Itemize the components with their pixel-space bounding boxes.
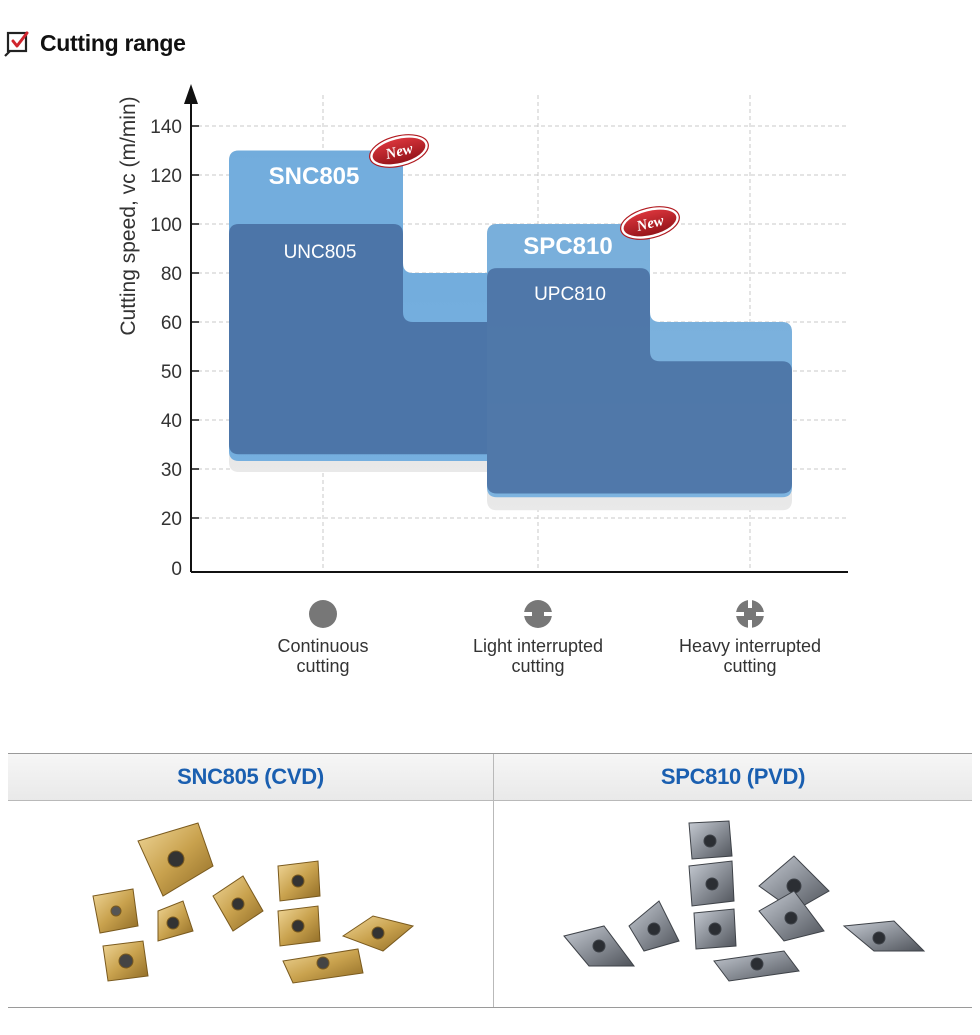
page-title: Cutting range [40,29,186,56]
y-tick-label: 30 [161,460,182,481]
light-interrupted-notch-right [544,612,553,616]
section-header: Cutting range [4,26,186,60]
gray-pvd-inserts-image [494,801,972,1006]
y-tick-label: 40 [161,411,182,432]
heavy-interrupted-notch [748,620,752,629]
gold-cvd-inserts-image [8,801,493,1006]
category-label: cutting [296,656,349,676]
new-badge-spc810: New [620,206,680,240]
y-axis-title: Cutting speed, vc (m/min) [117,96,140,335]
category-label: cutting [511,656,564,676]
unc805-range-block [229,224,540,455]
y-tick-label: 100 [150,215,182,236]
column-header-spc810: SPC810 (PVD) [660,764,806,789]
category-label: Continuous [277,636,368,656]
y-tick-label: 140 [150,117,182,138]
series-label-upc810: UPC810 [534,284,606,305]
y-tick-label: 80 [161,264,182,285]
new-badge-text: New [383,141,415,164]
heavy-interrupted-notch [756,612,765,616]
series-label-spc810: SPC810 [523,233,612,260]
series-label-snc805: SNC805 [269,163,360,190]
series-label-unc805: UNC805 [284,242,357,263]
new-badge-fill [372,137,426,165]
heavy-interrupted-icon [736,600,764,628]
y-tick-label: 120 [150,166,182,187]
new-badge-text: New [634,213,666,236]
table-header [8,754,972,801]
checkbox-edit-icon [4,31,29,57]
y-tick-label: 0 [171,559,182,580]
y-tick-label: 20 [161,509,182,530]
category-label: cutting [723,656,776,676]
light-interrupted-notch-left [523,612,532,616]
grade-table: SNC805 (CVD) SPC810 (PVD) [8,753,972,1008]
heavy-interrupted-notch [735,612,744,616]
column-divider [493,754,494,1007]
category-label: Heavy interrupted [679,636,821,656]
column-header-snc805: SNC805 (CVD) [177,764,324,789]
upc810-range-block [487,268,792,494]
solid-circle-icon [309,600,337,628]
heavy-interrupted-notch [748,599,752,608]
y-axis-arrow [184,84,198,104]
cutting-range-chart: 0 20 30 40 50 60 80 100 120 140 Cutting speed, vc … [117,84,848,676]
y-tick-label: 50 [161,362,182,383]
y-tick-label: 60 [161,313,182,334]
new-badge-snc805: New [369,134,429,168]
light-interrupted-icon [524,600,552,628]
category-label: Light interrupted [473,636,603,656]
new-badge-fill [623,209,677,237]
